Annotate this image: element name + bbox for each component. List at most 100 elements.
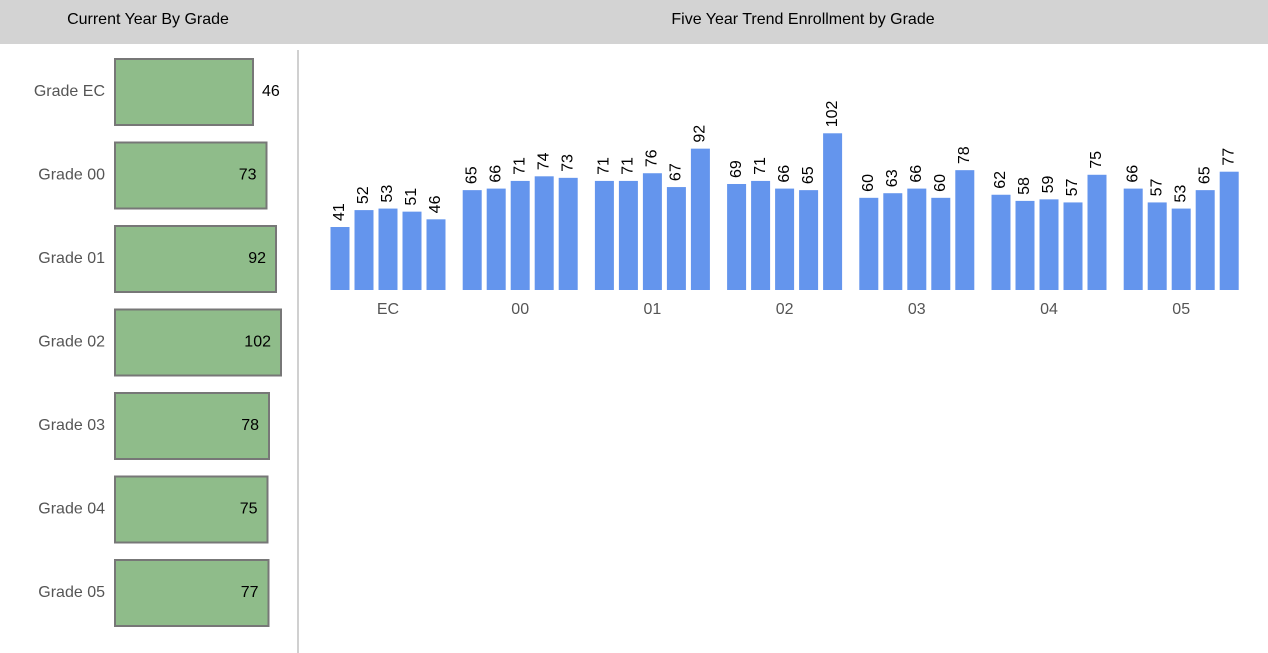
category-label: Grade 01 [38,250,105,267]
bar [799,190,819,290]
category-label: Grade 05 [38,584,105,601]
value-label: 65 [463,166,480,184]
value-label: 51 [403,188,420,206]
bar [931,197,951,290]
left-title: Current Year By Grade [67,11,229,28]
value-label: 60 [860,174,877,192]
bar [1219,171,1239,290]
value-label: 65 [800,166,817,184]
value-label: 71 [511,157,528,175]
value-label: 62 [992,171,1009,189]
value-label: 75 [1088,151,1105,169]
value-label: 66 [1124,165,1141,183]
category-label: 00 [511,301,529,318]
category-label: Grade EC [34,83,105,100]
value-label: 53 [1172,185,1189,203]
value-label: 78 [956,146,973,164]
bar [594,180,614,290]
category-label: 04 [1040,301,1058,318]
value-label: 66 [487,165,504,183]
value-label: 57 [1064,179,1081,197]
value-label: 58 [1016,177,1033,195]
value-label: 69 [728,160,745,178]
bar [1087,174,1107,290]
value-label: 78 [241,417,259,434]
value-label: 52 [355,186,372,204]
category-label: 05 [1172,301,1190,318]
bar [727,183,747,290]
bar [666,187,686,290]
bar [426,219,446,290]
value-label: 57 [1148,179,1165,197]
value-label: 67 [668,163,685,181]
bar [354,210,374,290]
value-label: 46 [427,195,444,213]
value-label: 71 [596,157,613,175]
bar [558,177,578,290]
bar [462,190,482,290]
value-label: 53 [379,185,396,203]
bar [1015,200,1035,290]
bar [114,141,268,210]
value-label: 76 [644,149,661,167]
bar [114,308,282,377]
value-label: 102 [244,334,271,351]
value-label: 77 [1220,148,1237,166]
value-label: 66 [908,165,925,183]
category-label: Grade 02 [38,334,105,351]
bar [1039,199,1059,290]
bar [378,208,398,290]
bar [1195,190,1215,290]
value-label: 66 [776,165,793,183]
bar [751,180,771,290]
bar [114,392,270,460]
bar [1171,208,1191,290]
bar [114,58,254,126]
category-label: 02 [776,301,794,318]
bar [402,211,422,290]
bar [775,188,795,290]
value-label: 46 [262,83,280,100]
bar [114,225,277,293]
bar [859,197,879,290]
value-label: 71 [752,157,769,175]
bar [883,193,903,290]
value-label: 41 [331,203,348,221]
category-label: Grade 03 [38,417,105,434]
value-label: 73 [239,167,257,184]
value-label: 71 [620,157,637,175]
bar [1147,202,1167,290]
value-label: 63 [884,169,901,187]
bar [1063,202,1083,290]
header-band [0,0,1268,44]
bar [1123,188,1143,290]
value-label: 92 [248,250,266,267]
value-label: 92 [692,125,709,143]
category-label: 01 [644,301,662,318]
bar [642,173,662,290]
bar [486,188,506,290]
bar [823,133,843,290]
value-label: 65 [1196,166,1213,184]
value-label: 102 [824,100,841,127]
bar [991,194,1011,290]
value-label: 77 [241,584,259,601]
bar [510,180,530,290]
bar [534,176,554,290]
value-label: 60 [932,174,949,192]
category-label: 03 [908,301,926,318]
bar [955,170,975,290]
bar [690,148,710,290]
right-title: Five Year Trend Enrollment by Grade [671,11,934,28]
category-label: Grade 04 [38,501,105,518]
value-label: 74 [535,152,552,170]
bar [330,227,350,290]
bar [114,559,270,627]
category-label: Grade 00 [38,167,105,184]
value-label: 75 [240,501,258,518]
value-label: 73 [559,154,576,172]
bar [618,180,638,290]
bar [907,188,927,290]
